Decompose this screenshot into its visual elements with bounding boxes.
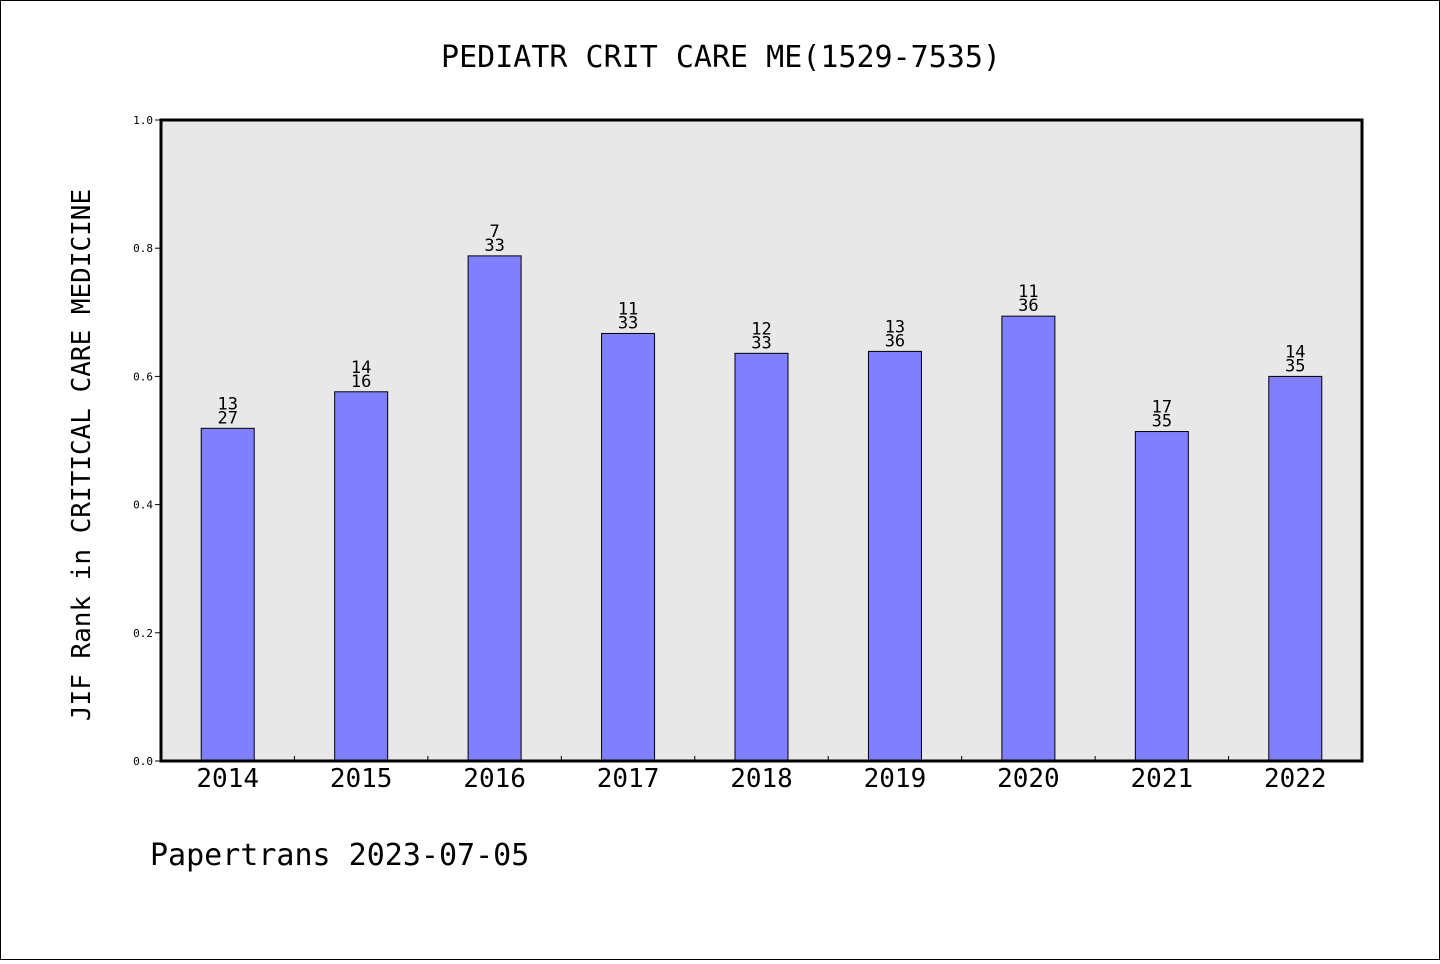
bar-rank-label: 12 bbox=[751, 319, 771, 339]
bar-2019 bbox=[867, 350, 922, 762]
x-tick-label: 2020 bbox=[997, 764, 1060, 794]
bar-rank-label: 11 bbox=[1018, 282, 1038, 302]
bar-rank-label: 13 bbox=[217, 394, 237, 414]
plot-border bbox=[159, 118, 1364, 763]
bar-rank-label: 7 bbox=[489, 222, 499, 242]
bar-2020 bbox=[1001, 315, 1056, 762]
footer-credit: Papertrans 2023-07-05 bbox=[150, 838, 529, 873]
bar-total-label: 27 bbox=[217, 408, 237, 428]
x-tick-label: 2017 bbox=[597, 764, 660, 794]
x-tick-label: 2014 bbox=[196, 764, 259, 794]
bar-rank-label: 17 bbox=[1152, 398, 1172, 418]
bar-2021 bbox=[1134, 431, 1189, 762]
chart-title: PEDIATR CRIT CARE ME(1529-7535) bbox=[441, 40, 1001, 75]
y-tick-label: 0.0 bbox=[133, 755, 153, 768]
bar-total-label: 33 bbox=[751, 333, 771, 353]
bar-2022 bbox=[1268, 375, 1323, 762]
y-tick-label: 0.2 bbox=[133, 627, 153, 640]
bar-2015 bbox=[334, 391, 389, 762]
bar-total-label: 36 bbox=[1018, 296, 1038, 316]
bar-total-label: 36 bbox=[885, 331, 905, 351]
x-tick-label: 2015 bbox=[330, 764, 393, 794]
bar-2016 bbox=[467, 255, 522, 762]
bar-2017 bbox=[601, 332, 656, 762]
bar-total-label: 33 bbox=[484, 236, 504, 256]
bar-2018 bbox=[734, 352, 789, 762]
y-axis-label: JIF Rank in CRITICAL CARE MEDICINE bbox=[67, 189, 97, 721]
y-tick-label: 0.6 bbox=[133, 370, 153, 383]
bar-rank-label: 13 bbox=[885, 317, 905, 337]
x-tick-label: 2022 bbox=[1264, 764, 1327, 794]
bar-rank-label: 11 bbox=[618, 299, 638, 319]
bar-total-label: 16 bbox=[351, 372, 371, 392]
axis-ticks-group: 0.0 0.2 0.4 0.6 0.8 1.0 2014 2015 2016 2017 2018 20… bbox=[133, 114, 1326, 794]
bar-rank-label: 14 bbox=[351, 358, 371, 378]
y-tick-label: 1.0 bbox=[133, 114, 153, 127]
y-tick-label: 0.8 bbox=[133, 242, 153, 255]
y-tick-label: 0.4 bbox=[133, 499, 153, 512]
bar-total-label: 35 bbox=[1152, 412, 1172, 432]
bar-2014 bbox=[200, 427, 255, 762]
x-tick-label: 2018 bbox=[730, 764, 793, 794]
x-tick-label: 2021 bbox=[1131, 764, 1194, 794]
bar-total-label: 33 bbox=[618, 313, 638, 333]
bar-rank-label: 14 bbox=[1285, 342, 1305, 362]
bar-total-label: 35 bbox=[1285, 356, 1305, 376]
x-tick-label: 2016 bbox=[463, 764, 526, 794]
x-tick-label: 2019 bbox=[864, 764, 927, 794]
